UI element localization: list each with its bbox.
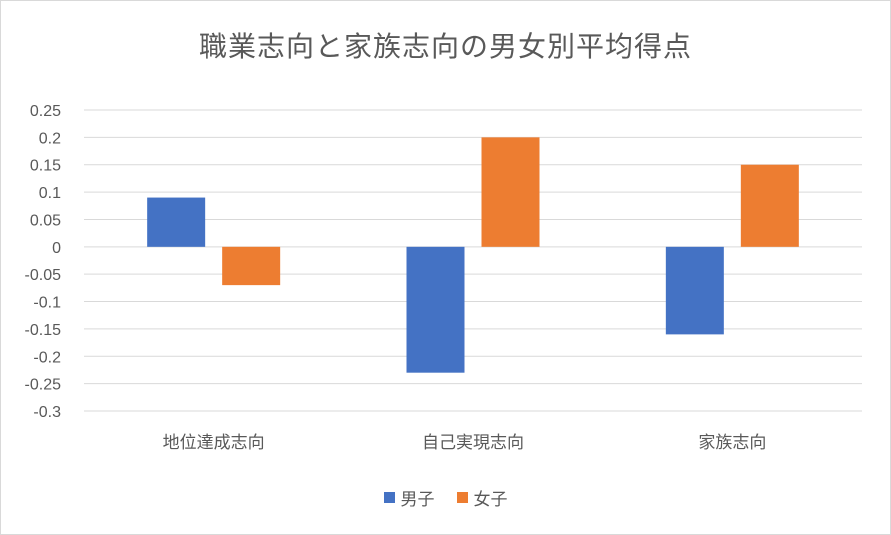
legend-item-female: 女子 (456, 485, 508, 510)
legend-label-female: 女子 (473, 490, 508, 510)
y-tick-label: 0.2 (39, 130, 61, 147)
bar-male (147, 197, 206, 247)
y-tick-label: 0.1 (39, 185, 61, 202)
legend-swatch-male (383, 492, 395, 503)
y-tick-label: -0.3 (33, 404, 61, 421)
bar-female (481, 137, 540, 247)
bar-female (740, 164, 799, 247)
legend: 男子 女子 (1, 485, 890, 510)
y-tick-label: -0.1 (33, 295, 61, 312)
y-tick-label: 0.15 (30, 158, 61, 175)
x-category-label: 地位達成志向 (163, 433, 265, 453)
bar-male (665, 246, 724, 335)
x-category-label: 家族志向 (698, 433, 766, 453)
y-tick-label: -0.05 (25, 267, 62, 284)
bar-female (222, 246, 281, 286)
legend-item-male: 男子 (383, 485, 435, 510)
y-tick-label: -0.25 (25, 377, 62, 394)
bar-male (406, 246, 465, 373)
y-tick-label: 0.25 (30, 103, 61, 120)
legend-swatch-female (456, 492, 468, 503)
y-tick-label: 0 (52, 240, 61, 257)
y-tick-label: 0.05 (30, 212, 61, 229)
x-category-label: 自己実現志向 (422, 433, 524, 453)
legend-label-male: 男子 (400, 490, 435, 510)
chart-title: 職業志向と家族志向の男女別平均得点 (198, 30, 692, 63)
y-tick-label: -0.2 (33, 349, 61, 366)
y-tick-label: -0.15 (25, 322, 62, 339)
